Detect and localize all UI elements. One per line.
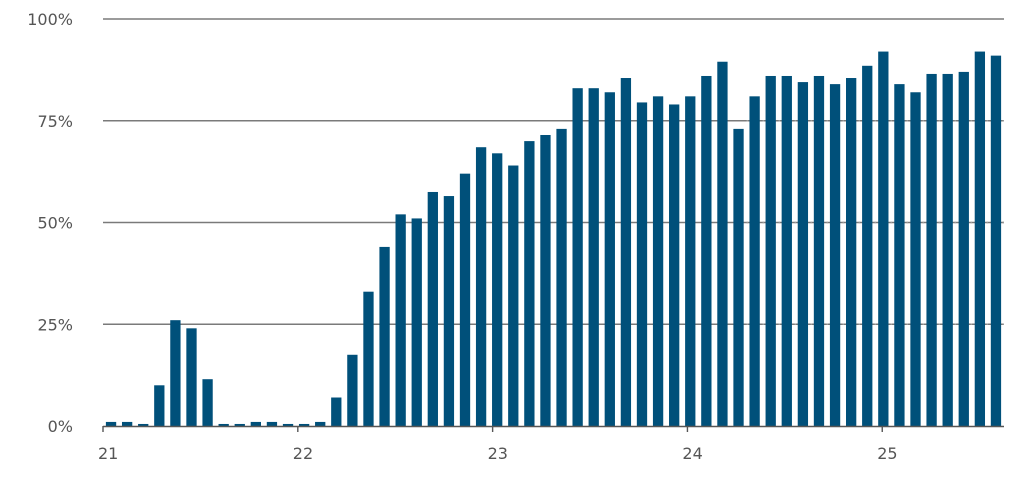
bar-54 bbox=[958, 71, 969, 426]
bar-21 bbox=[427, 191, 438, 426]
bar-13 bbox=[298, 423, 310, 426]
bar-45 bbox=[813, 75, 825, 426]
bar-44 bbox=[797, 82, 809, 427]
x-tick-label-25: 25 bbox=[877, 444, 897, 463]
bar-24 bbox=[475, 147, 487, 426]
bar-39 bbox=[717, 61, 728, 427]
bar-15 bbox=[331, 397, 342, 426]
bar-49 bbox=[878, 51, 889, 427]
bar-27 bbox=[524, 141, 535, 426]
x-axis bbox=[102, 425, 1004, 432]
bar-48 bbox=[862, 65, 873, 427]
bar-22 bbox=[443, 196, 455, 426]
x-tick-label-24: 24 bbox=[682, 444, 702, 463]
bar-11 bbox=[266, 421, 278, 426]
bar-40 bbox=[733, 128, 744, 426]
y-tick-label-75: 75% bbox=[37, 112, 73, 131]
bar-41 bbox=[749, 96, 760, 426]
bar-31 bbox=[588, 88, 599, 426]
bar-3 bbox=[138, 423, 149, 426]
bar-52 bbox=[926, 73, 937, 426]
bar-37 bbox=[685, 96, 696, 426]
bar-19 bbox=[395, 214, 406, 426]
bar-9 bbox=[234, 423, 245, 426]
bar-6 bbox=[186, 328, 197, 426]
x-tick-label-23: 23 bbox=[488, 444, 508, 463]
bar-5 bbox=[170, 320, 181, 426]
bar-4 bbox=[154, 385, 165, 426]
bar-7 bbox=[202, 379, 213, 426]
bar-56 bbox=[990, 55, 1002, 426]
bar-38 bbox=[701, 75, 712, 426]
x-tick-label-22: 22 bbox=[293, 444, 313, 463]
bar-8 bbox=[218, 423, 229, 426]
bar-14 bbox=[315, 421, 326, 426]
bar-35 bbox=[652, 96, 664, 426]
bar-28 bbox=[540, 134, 551, 426]
bar-50 bbox=[894, 84, 905, 427]
bar-46 bbox=[829, 84, 841, 427]
bar-55 bbox=[974, 51, 986, 427]
bar-42 bbox=[765, 75, 776, 426]
bar-33 bbox=[620, 78, 632, 426]
bar-47 bbox=[846, 78, 857, 426]
x-axis-labels: 21 22 23 24 25 bbox=[98, 444, 898, 463]
bars bbox=[105, 51, 1002, 427]
bar-43 bbox=[781, 75, 792, 426]
x-tick-label-21: 21 bbox=[98, 444, 118, 463]
bar-18 bbox=[379, 246, 390, 426]
y-tick-label-100: 100% bbox=[27, 10, 73, 29]
y-tick-label-50: 50% bbox=[37, 214, 73, 233]
bar-23 bbox=[459, 173, 471, 426]
bar-26 bbox=[508, 165, 519, 426]
bar-29 bbox=[556, 128, 567, 426]
bar-25 bbox=[492, 153, 503, 426]
bar-30 bbox=[572, 88, 583, 426]
bar-10 bbox=[250, 421, 261, 426]
bar-51 bbox=[910, 92, 921, 426]
y-axis-labels: 0% 25% 50% 75% 100% bbox=[27, 10, 73, 436]
bar-12 bbox=[282, 423, 294, 426]
bar-17 bbox=[363, 291, 374, 426]
y-tick-label-0: 0% bbox=[48, 417, 73, 436]
bar-32 bbox=[604, 92, 615, 426]
bar-53 bbox=[942, 73, 953, 426]
bar-1 bbox=[105, 421, 117, 426]
y-tick-label-25: 25% bbox=[37, 315, 73, 334]
bar-16 bbox=[347, 354, 358, 426]
bar-34 bbox=[636, 102, 648, 426]
bar-36 bbox=[669, 104, 680, 426]
bar-2 bbox=[121, 421, 133, 426]
bar-20 bbox=[411, 218, 422, 426]
